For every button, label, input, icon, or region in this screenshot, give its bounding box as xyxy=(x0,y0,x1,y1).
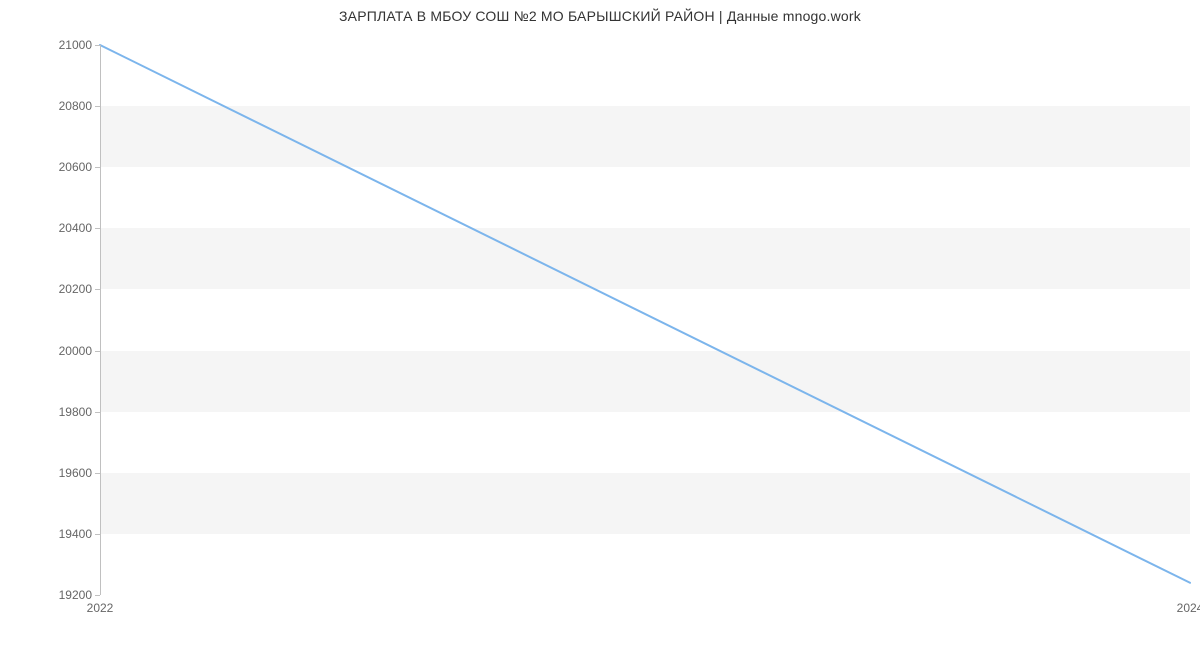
y-tick-label: 19800 xyxy=(59,405,92,419)
y-tick-label: 20200 xyxy=(59,282,92,296)
plot-area: 1920019400196001980020000202002040020600… xyxy=(100,45,1190,595)
y-tick-label: 20800 xyxy=(59,99,92,113)
y-tick-label: 21000 xyxy=(59,38,92,52)
x-tick-label: 2024 xyxy=(1177,601,1200,615)
line-layer xyxy=(100,45,1190,595)
y-tick-label: 20600 xyxy=(59,160,92,174)
y-tick-label: 20000 xyxy=(59,344,92,358)
series-line-salary xyxy=(100,45,1190,583)
y-axis-line xyxy=(100,45,101,595)
x-tick-label: 2022 xyxy=(87,601,114,615)
y-tick-label: 20400 xyxy=(59,221,92,235)
y-tick-label: 19600 xyxy=(59,466,92,480)
y-tick-mark xyxy=(95,595,100,596)
y-tick-label: 19400 xyxy=(59,527,92,541)
y-tick-label: 19200 xyxy=(59,588,92,602)
chart-title: ЗАРПЛАТА В МБОУ СОШ №2 МО БАРЫШСКИЙ РАЙО… xyxy=(0,8,1200,24)
salary-line-chart: ЗАРПЛАТА В МБОУ СОШ №2 МО БАРЫШСКИЙ РАЙО… xyxy=(0,0,1200,650)
